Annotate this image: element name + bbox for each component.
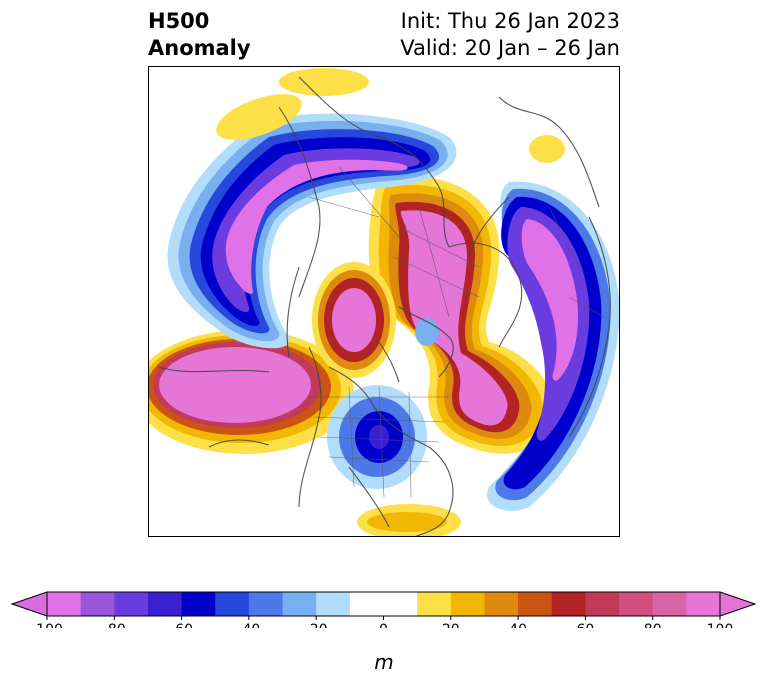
colorbar-cell <box>349 592 418 616</box>
colorbar-tick-label: 0 <box>379 622 388 628</box>
colorbar-cells <box>46 591 721 617</box>
colorbar-extend-high <box>719 591 757 617</box>
colorbar-cell <box>282 592 317 616</box>
colorbar-tick-label: -60 <box>170 622 193 628</box>
colorbar-cell <box>114 592 149 616</box>
colorbar-cell <box>686 592 721 616</box>
negative-anomaly-asia <box>487 181 619 511</box>
colorbar-cell <box>585 592 620 616</box>
colorbar-cell <box>248 592 284 616</box>
colorbar-tick-label: 60 <box>576 622 594 628</box>
colorbar-cell <box>484 592 519 616</box>
colorbar-tick-label: -20 <box>305 622 328 628</box>
colorbar-ticks: -100 -80 -60 -40 -20 0 20 40 60 80 100 <box>31 616 733 628</box>
title-valid-range: Valid: 20 Jan – 26 Jan <box>400 36 620 60</box>
coastlines <box>158 76 611 536</box>
positive-anomaly-alaska <box>312 262 396 378</box>
colorbar-tick-label: -40 <box>237 622 260 628</box>
anomaly-map <box>149 68 619 536</box>
positive-anomaly-pacific <box>149 330 354 454</box>
country-borders <box>308 166 605 498</box>
colorbar-tick-label: 20 <box>442 622 460 628</box>
colorbar-tick-label: -100 <box>31 622 63 628</box>
colorbar-tick-label: -80 <box>103 622 126 628</box>
negative-anomaly-atlantic <box>167 113 457 349</box>
colorbar-cell <box>652 592 687 616</box>
colorbar-cell <box>316 592 351 616</box>
positive-anomaly-arctic <box>368 176 555 454</box>
colorbar: -100 -80 -60 -40 -20 0 20 40 60 80 100 <box>10 591 757 628</box>
colorbar-cell <box>619 592 654 616</box>
title-field-type: Anomaly <box>148 36 251 60</box>
figure-title-left: H500 Anomaly <box>148 8 251 62</box>
colorbar-tick-label: 100 <box>707 622 734 628</box>
colorbar-cell <box>147 592 183 616</box>
map-panel <box>148 66 620 537</box>
figure-title-right: Init: Thu 26 Jan 2023 Valid: 20 Jan – 26… <box>400 8 620 62</box>
colorbar-extend-low <box>10 591 48 617</box>
positive-anomaly-edges <box>216 68 565 536</box>
colorbar-cell <box>450 592 485 616</box>
colorbar-tick-label: 40 <box>509 622 527 628</box>
colorbar-cell <box>80 592 115 616</box>
colorbar-cell <box>518 592 553 616</box>
colorbar-cell <box>215 592 250 616</box>
colorbar-cell <box>181 592 216 616</box>
colorbar-cell <box>551 592 586 616</box>
colorbar-cell <box>417 592 452 616</box>
colorbar-tick-label: 80 <box>644 622 662 628</box>
colorbar-unit-label: m <box>374 650 394 674</box>
anomaly-field <box>149 68 619 536</box>
colorbar-cell <box>47 592 82 616</box>
title-init-date: Init: Thu 26 Jan 2023 <box>400 9 620 33</box>
title-field-name: H500 <box>148 9 210 33</box>
